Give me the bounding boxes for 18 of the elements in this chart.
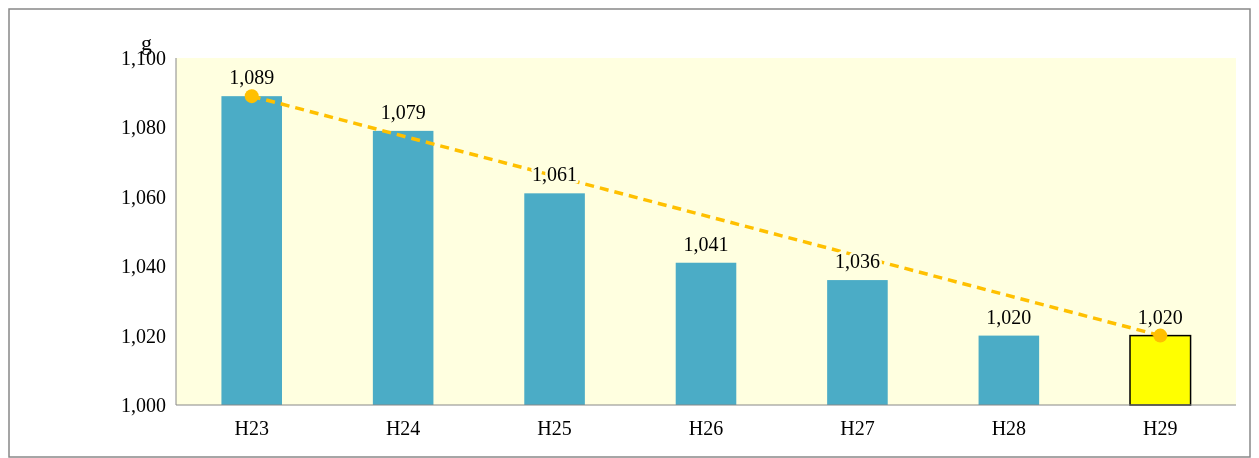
x-tick-label: H29: [1143, 417, 1178, 439]
x-tick-label: H26: [688, 417, 724, 439]
x-tick-label: H27: [840, 417, 875, 439]
x-tick-label: H28: [991, 417, 1027, 439]
data-label: 1,041: [683, 232, 729, 255]
data-label: 1,079: [380, 100, 426, 123]
x-tick-label: H24: [385, 417, 421, 439]
data-label: 1,020: [986, 305, 1032, 328]
y-tick-label: 1,000: [121, 394, 166, 416]
y-tick-label: 1,060: [121, 185, 166, 208]
data-label: 1,036: [834, 250, 880, 273]
y-tick-label: 1,080: [121, 116, 166, 139]
x-tick-label: H25: [537, 417, 572, 439]
data-label: 1,089: [229, 66, 275, 89]
y-tick-label: 1,040: [121, 255, 166, 278]
y-tick-label: 1,020: [121, 324, 166, 347]
x-tick-label: H23: [234, 417, 269, 439]
data-label: 1,020: [1137, 305, 1183, 328]
